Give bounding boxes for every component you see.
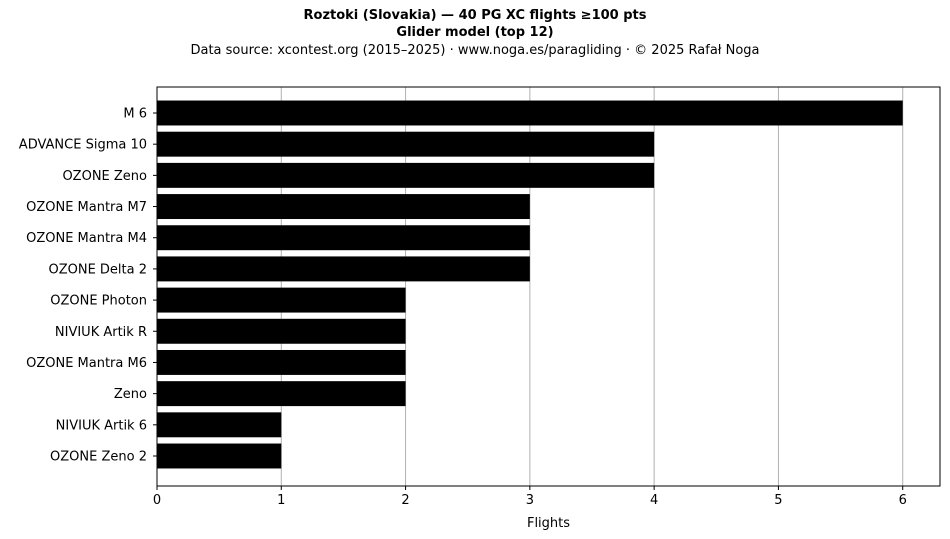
chart-title: Roztoki (Slovakia) — 40 PG XC flights ≥1…: [303, 8, 647, 23]
y-tick-label: OZONE Zeno 2: [50, 450, 147, 465]
y-tick-label: OZONE Mantra M6: [26, 356, 147, 371]
x-tick-label: 2: [401, 493, 409, 508]
y-tick-label: OZONE Mantra M4: [26, 231, 147, 246]
y-tick-label: OZONE Photon: [50, 294, 147, 309]
y-tick-label: M 6: [123, 107, 147, 122]
bar: [157, 287, 406, 313]
plot-frame: [156, 86, 941, 487]
bar: [157, 318, 406, 344]
bar: [157, 412, 282, 438]
y-tick-labels: M 6 ADVANCE Sigma 10 OZONE Zeno OZONE Mantr…: [19, 107, 157, 465]
bar: [157, 131, 655, 157]
bar: [157, 100, 903, 126]
x-axis-label: Flights: [527, 516, 570, 531]
bar: [157, 381, 406, 407]
x-tick-label: 3: [526, 493, 534, 508]
y-tick-label: OZONE Mantra M7: [26, 200, 147, 215]
y-tick-label: ADVANCE Sigma 10: [19, 138, 147, 153]
x-tick-labels: 0 1 2 3 4 5 6: [153, 486, 907, 508]
bar: [157, 349, 406, 375]
y-tick-label: OZONE Delta 2: [48, 262, 147, 277]
y-tick-label: Zeno: [114, 387, 147, 402]
bar: [157, 256, 530, 282]
bars: [157, 100, 903, 469]
bar: [157, 443, 282, 469]
y-tick-label: NIVIUK Artik 6: [56, 418, 147, 433]
x-tick-label: 5: [774, 493, 782, 508]
y-tick-label: NIVIUK Artik R: [55, 325, 147, 340]
bar: [157, 194, 530, 220]
x-tick-label: 6: [899, 493, 907, 508]
data-source-note: Data source: xcontest.org (2015–2025) · …: [190, 43, 760, 58]
x-tick-label: 4: [650, 493, 658, 508]
chart-subtitle: Glider model (top 12): [396, 25, 554, 40]
x-tick-label: 0: [153, 493, 161, 508]
x-tick-label: 1: [277, 493, 285, 508]
y-tick-label: OZONE Zeno: [62, 169, 147, 184]
bar: [157, 162, 655, 188]
bar: [157, 225, 530, 251]
